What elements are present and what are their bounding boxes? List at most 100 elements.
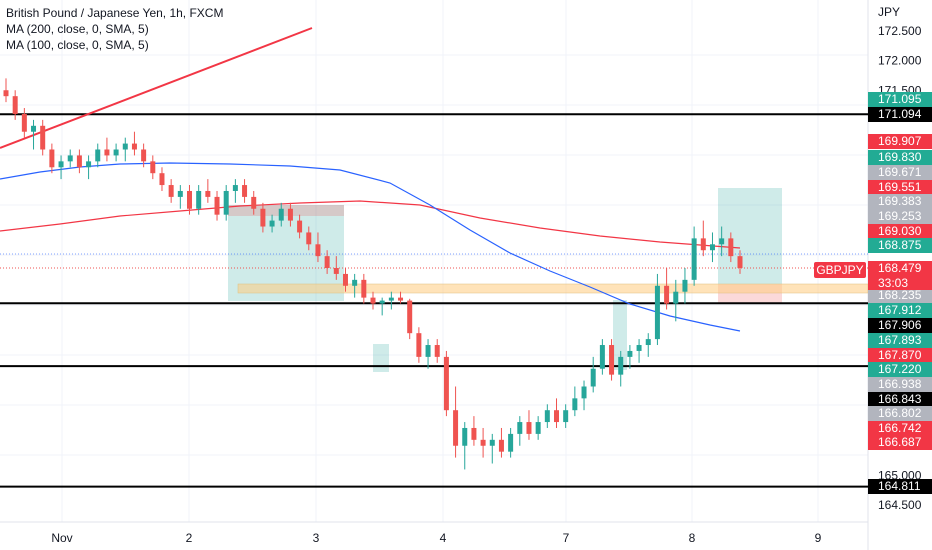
candle-body: [342, 273, 348, 286]
x-tick-label: 2: [186, 531, 193, 545]
candle: [260, 202, 266, 233]
candle: [498, 427, 504, 458]
candle: [58, 155, 64, 180]
price-tag-value: 166.742: [878, 421, 922, 435]
price-tag: 169.551: [868, 180, 932, 195]
candle-body: [168, 185, 174, 197]
symbol-tag-bg: [814, 262, 866, 278]
price-tag-value: 168.479: [878, 261, 922, 275]
price-tag-bg: [868, 165, 932, 180]
long-position-entry-zone: [373, 344, 389, 372]
candle: [654, 273, 660, 346]
price-tag: 167.912: [868, 303, 932, 318]
candle-body: [141, 149, 147, 162]
price-tag-bg: [868, 362, 932, 377]
candle: [12, 90, 18, 120]
candle-body: [131, 143, 137, 150]
price-tag-value: 167.870: [878, 348, 922, 362]
price-tag-bg: [868, 288, 932, 303]
candle-body: [407, 300, 413, 334]
candle: [242, 179, 248, 203]
candle-body: [150, 161, 156, 174]
candle-body: [691, 238, 697, 280]
price-tag-value: 169.551: [878, 180, 922, 194]
price-tag: 169.383: [868, 194, 932, 209]
candle: [187, 185, 192, 215]
countdown-text: 33:03: [878, 276, 908, 290]
candle: [251, 190, 257, 215]
candle: [131, 131, 137, 156]
candle-body: [572, 398, 578, 411]
candle: [141, 143, 147, 168]
candle: [287, 202, 293, 227]
candle-body: [480, 439, 486, 446]
y-tick-label: 172.000: [878, 54, 922, 68]
candle-body: [388, 297, 394, 301]
candle: [682, 268, 688, 304]
candle-body: [306, 232, 312, 245]
price-tag-bg: [868, 180, 932, 195]
x-tick-label: 4: [440, 531, 447, 545]
candle-body: [636, 345, 642, 351]
candle: [434, 339, 440, 363]
price-tag-bg: [868, 261, 932, 276]
trend-line[interactable]: [0, 27, 313, 149]
candle: [443, 350, 449, 417]
position-zones: [228, 188, 869, 372]
candle-body: [187, 190, 192, 209]
candle: [398, 291, 404, 304]
candle: [3, 78, 9, 103]
candle-body: [664, 285, 670, 304]
candle-body: [489, 439, 495, 446]
candle: [636, 339, 642, 363]
price-tag: 168.235: [868, 288, 932, 303]
price-tag: 166.687: [868, 435, 932, 450]
candle: [599, 339, 605, 375]
candle: [673, 279, 679, 322]
candle-body: [122, 143, 128, 150]
symbol-tag: GBPJPY: [814, 262, 866, 278]
candle-body: [719, 238, 725, 245]
long-position-stop-zone: [228, 205, 344, 216]
price-tag-value: 169.383: [878, 194, 922, 208]
candle: [205, 179, 211, 203]
candle-body: [700, 238, 706, 251]
candle-body: [526, 422, 532, 434]
price-tag-bg: [868, 92, 932, 107]
candle-body: [517, 422, 523, 434]
candle-body: [498, 439, 504, 452]
candle: [122, 137, 128, 162]
candle-body: [728, 238, 734, 257]
candle-body: [654, 285, 660, 340]
candle-body: [535, 422, 541, 434]
forecast-target-zone: [718, 188, 782, 284]
candle: [76, 149, 82, 174]
price-tag-bg: [868, 377, 932, 392]
ma200-line: [0, 200, 741, 249]
price-tag-value: 167.220: [878, 362, 922, 376]
candle: [315, 232, 321, 263]
price-tag: 168.479: [868, 261, 932, 276]
currency-label: JPY: [878, 5, 900, 19]
candle-body: [214, 196, 220, 215]
candle: [453, 386, 459, 458]
candle: [508, 427, 514, 458]
candle: [563, 404, 569, 428]
candle: [31, 119, 37, 150]
x-tick-label: Nov: [51, 531, 72, 545]
candle: [489, 433, 495, 464]
candle: [544, 404, 550, 428]
candle-body: [627, 350, 633, 357]
horizontal-lines[interactable]: [0, 113, 868, 488]
candle: [471, 416, 477, 446]
price-tag-value: 167.912: [878, 303, 922, 317]
price-tag: 166.802: [868, 406, 932, 421]
candle-body: [232, 185, 238, 191]
candle: [232, 179, 238, 203]
price-tag: 169.253: [868, 209, 932, 224]
candle: [737, 250, 743, 274]
price-tag-bg: [868, 194, 932, 209]
